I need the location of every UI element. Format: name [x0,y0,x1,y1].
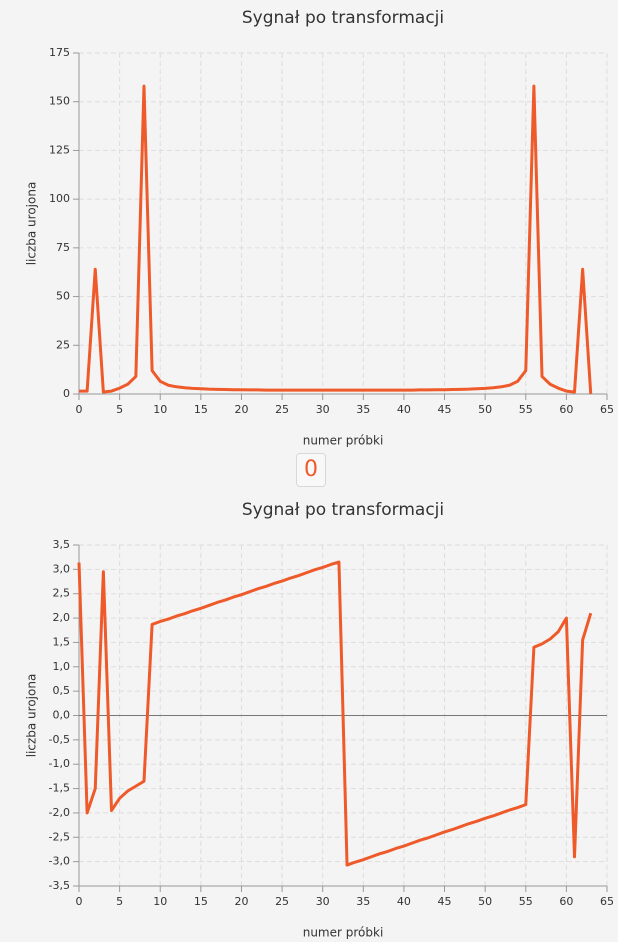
y-tick-label: 3,5 [53,538,71,551]
y-tick-label: 2,5 [53,587,71,600]
y-tick-label: 125 [49,143,70,156]
chart-title: Sygnał po transformacji [242,500,444,520]
y-tick-label: -2,0 [49,806,70,819]
x-tick-label: 65 [600,403,614,416]
data-line [77,560,593,867]
y-tick-label: -2,5 [49,830,70,843]
y-tick-label: 2,0 [53,611,71,624]
x-tick-label: 20 [234,403,248,416]
y-axis-title: liczba urojona [25,182,39,266]
x-tick-label: 50 [478,895,492,908]
x-tick-label: 50 [478,403,492,416]
x-tick-label: 10 [153,403,167,416]
y-tick-label: 50 [56,290,70,303]
chart: Sygnał po transformacji numer próbki liczb… [25,8,615,448]
x-tick-label: 60 [559,895,573,908]
x-tick-label: 25 [275,403,289,416]
chart-title: Sygnał po transformacji [242,8,444,28]
y-tick-label: -3,0 [49,855,70,868]
x-tick-label: 0 [76,403,83,416]
y-tick-label: 175 [49,46,70,59]
data-line [79,84,593,395]
y-tick-label: 75 [56,241,70,254]
y-tick-label: 25 [56,338,70,351]
x-tick-label: 60 [559,403,573,416]
y-tick-label: 0,0 [53,709,71,722]
y-tick-label: 1,0 [53,660,71,673]
y-tick-label: -0,5 [49,733,70,746]
y-tick-label: -1,5 [49,782,70,795]
x-tick-label: 40 [397,403,411,416]
x-tick-label: 10 [153,895,167,908]
x-tick-label: 35 [356,403,370,416]
y-tick-label: 150 [49,95,70,108]
y-tick-label: -1,0 [49,757,70,770]
x-tick-label: 55 [519,403,533,416]
y-tick-label: -3,5 [49,879,70,892]
x-tick-label: 15 [194,403,208,416]
x-tick-label: 30 [316,895,330,908]
chart: Sygnał po transformacji numer próbki liczb… [25,500,615,940]
x-tick-label: 65 [600,895,614,908]
y-tick-label: 100 [49,192,70,205]
y-tick-label: 0 [63,387,70,400]
x-tick-label: 15 [194,895,208,908]
x-axis-title: numer próbki [303,434,384,448]
x-tick-label: 20 [234,895,248,908]
y-axis-title: liczba urojona [25,674,39,758]
x-tick-label: 5 [116,895,123,908]
y-tick-label: 0,5 [53,684,71,697]
x-axis-title: numer próbki [303,926,384,940]
x-tick-label: 25 [275,895,289,908]
x-tick-label: 5 [116,403,123,416]
x-tick-label: 35 [356,895,370,908]
x-tick-label: 45 [438,895,452,908]
y-tick-label: 3,0 [53,562,71,575]
y-tick-label: 1,5 [53,635,71,648]
x-tick-label: 30 [316,403,330,416]
x-tick-label: 55 [519,895,533,908]
x-tick-label: 45 [438,403,452,416]
x-tick-label: 40 [397,895,411,908]
x-tick-label: 0 [76,895,83,908]
button[interactable]: 0 [296,453,326,487]
